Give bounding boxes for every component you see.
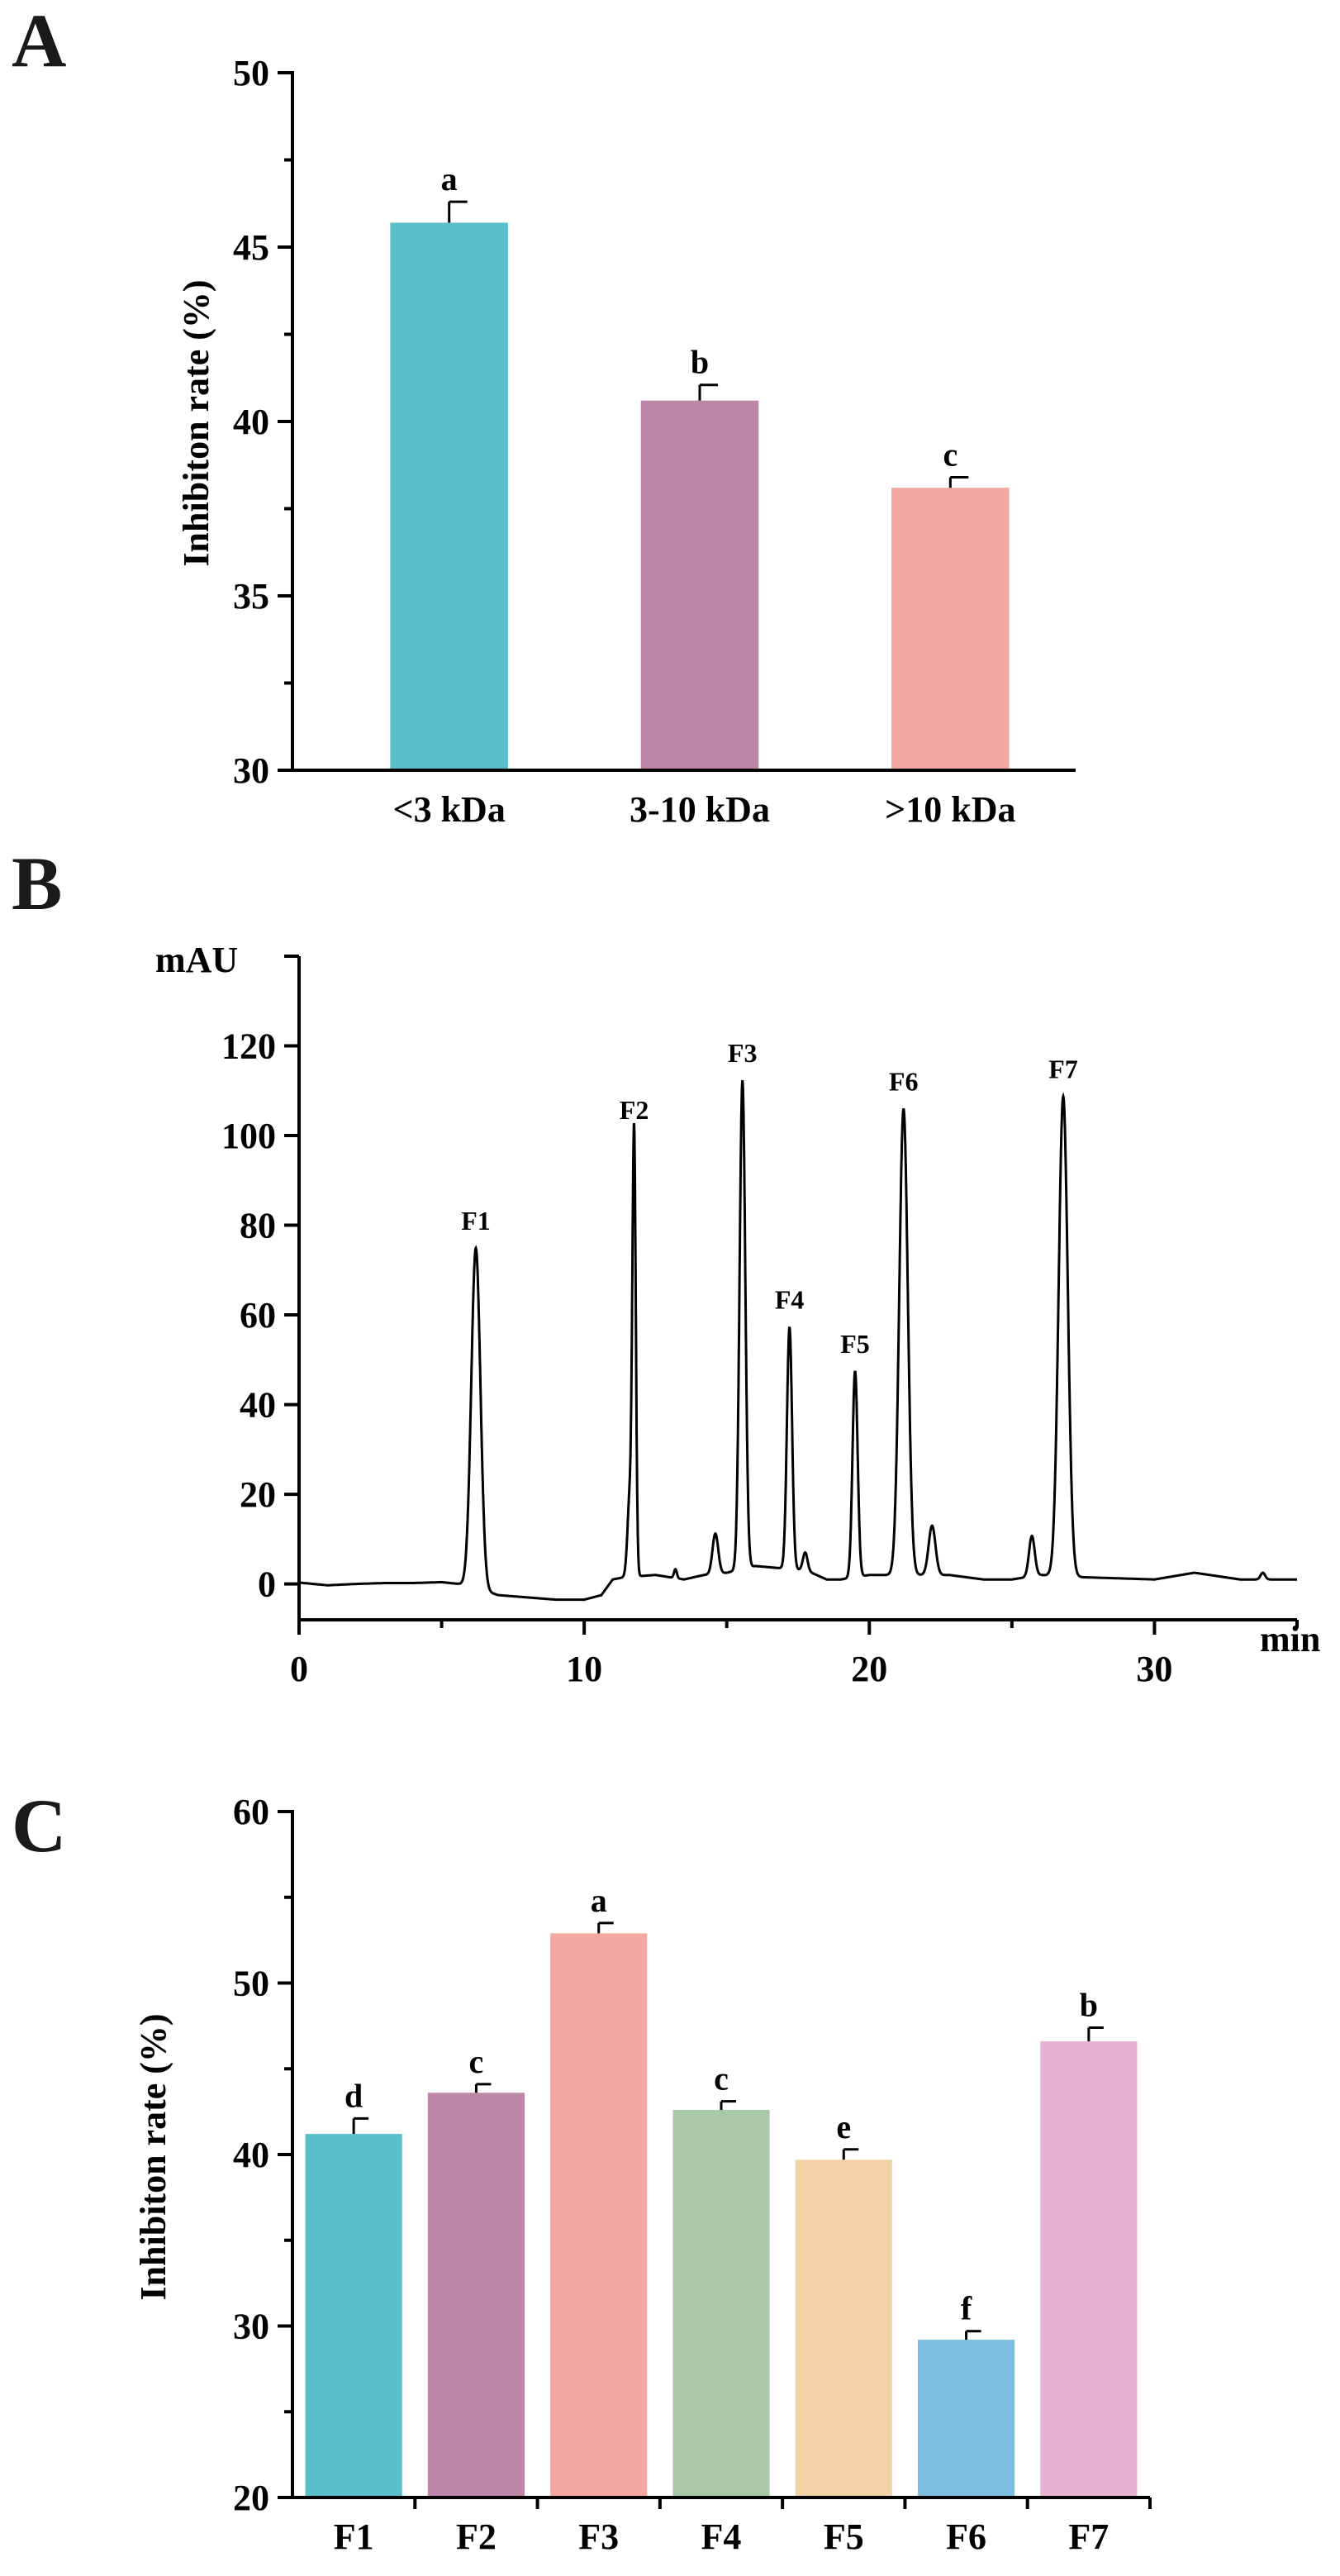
panel-c-significance-1: d bbox=[345, 2077, 363, 2114]
panel-c-y-tick-label-2: 40 bbox=[233, 2135, 269, 2175]
panel-c-x-tick-label-6: F6 bbox=[946, 2516, 986, 2557]
panel-b-y-tick-label-4: 80 bbox=[240, 1206, 276, 1246]
panel-c-x-tick-label-7: F7 bbox=[1068, 2516, 1109, 2557]
panel-c-significance-5: e bbox=[836, 2108, 851, 2145]
panel-a-x-tick-label-3: >10 kDa bbox=[885, 789, 1015, 830]
panel-b-x-unit: min bbox=[1260, 1619, 1320, 1659]
chromatogram-trace bbox=[299, 1080, 1297, 1602]
panel-a-significance-2: b bbox=[691, 344, 709, 381]
peak-label-f2: F2 bbox=[620, 1095, 649, 1125]
panel-c-significance-2: c bbox=[469, 2043, 484, 2080]
panel-b-peak-labels: F1 F2 F3 F4 F5 F6 F7 bbox=[461, 1038, 1078, 1359]
panel-c-y-axis-title: Inhibiton rate (%) bbox=[133, 2013, 173, 2300]
panel-b-y-unit: mAU bbox=[155, 940, 238, 980]
panel-c-bar-1 bbox=[305, 2134, 402, 2497]
panel-c-bar-6 bbox=[917, 2340, 1015, 2497]
panel-c-significance-4: c bbox=[714, 2060, 729, 2097]
panel-c-significance-3: a bbox=[591, 1882, 607, 1919]
panel-a-y-tick-label-1: 35 bbox=[233, 576, 269, 617]
panel-a-letter: A bbox=[12, 0, 66, 83]
panel-c-letter: C bbox=[12, 1783, 66, 1868]
panel-c-significance-6: f bbox=[961, 2290, 972, 2327]
panel-c-bar-2 bbox=[427, 2093, 525, 2497]
panel-c-bars: d c a c e f b bbox=[305, 1882, 1138, 2497]
panel-c-bar-5 bbox=[795, 2159, 892, 2497]
panel-a-y-tick-label-0: 30 bbox=[233, 750, 269, 791]
panel-c-bar-4 bbox=[672, 2110, 770, 2497]
panel-b-x-tick-label-3: 30 bbox=[1136, 1649, 1172, 1689]
panel-a-x-tick-label-2: 3-10 kDa bbox=[630, 789, 770, 830]
panel-c-significance-7: b bbox=[1080, 1986, 1098, 2023]
panel-a-bar-2 bbox=[640, 400, 759, 770]
panel-c-bar-7 bbox=[1040, 2041, 1138, 2497]
panel-a: A a b c <3 kDa 3-10 kDa >10 kDa 30 35 40 45 50 In… bbox=[12, 0, 1076, 830]
panel-b-y-tick-label-1: 20 bbox=[240, 1474, 276, 1515]
peak-label-f3: F3 bbox=[728, 1038, 758, 1068]
panel-b-y-tick-label-0: 0 bbox=[258, 1564, 276, 1605]
panel-c-y-tick-label-4: 60 bbox=[233, 1792, 269, 1832]
panel-a-y-tick-label-4: 50 bbox=[233, 53, 269, 93]
panel-a-bar-3 bbox=[891, 488, 1010, 770]
panel-b-x-tick-label-1: 10 bbox=[566, 1649, 602, 1689]
panel-c-x-tick-label-3: F3 bbox=[578, 2516, 619, 2557]
peak-label-f7: F7 bbox=[1048, 1055, 1078, 1084]
panel-c-axes: F1 F2 F3 F4 F5 F6 F7 20 30 40 50 60 bbox=[233, 1792, 1152, 2557]
panel-c: C d c a c e f b F1 F2 F3 F4 F5 F6 F7 20 30 40 50 60 Inhib… bbox=[12, 1783, 1152, 2557]
peak-label-f1: F1 bbox=[461, 1206, 491, 1236]
panel-c-x-tick-label-5: F5 bbox=[824, 2516, 864, 2557]
panel-a-y-tick-label-2: 40 bbox=[233, 402, 269, 442]
panel-b-axes: 0 20 40 60 80 100 120 0 10 20 30 bbox=[221, 955, 1299, 1689]
panel-c-bar-3 bbox=[550, 1933, 648, 2497]
panel-b-x-tick-label-0: 0 bbox=[290, 1649, 308, 1689]
peak-label-f6: F6 bbox=[889, 1066, 919, 1096]
panel-a-x-tick-label-1: <3 kDa bbox=[393, 789, 506, 830]
panel-b-y-tick-label-5: 100 bbox=[221, 1116, 276, 1156]
panel-c-x-tick-label-1: F1 bbox=[334, 2516, 374, 2557]
peak-label-f5: F5 bbox=[840, 1329, 870, 1359]
panel-c-y-tick-label-3: 50 bbox=[233, 1964, 269, 2004]
peak-label-f4: F4 bbox=[775, 1285, 805, 1315]
panel-b-y-tick-label-6: 120 bbox=[221, 1026, 276, 1067]
panel-a-y-tick-label-3: 45 bbox=[233, 227, 269, 268]
panel-a-axes: <3 kDa 3-10 kDa >10 kDa 30 35 40 45 50 bbox=[233, 53, 1076, 830]
panel-a-bar-1 bbox=[390, 222, 508, 771]
panel-c-x-tick-label-4: F4 bbox=[701, 2516, 742, 2557]
panel-b-letter: B bbox=[12, 841, 62, 926]
panel-a-significance-3: c bbox=[943, 436, 957, 474]
panel-a-significance-1: a bbox=[441, 160, 458, 198]
panel-c-y-tick-label-0: 20 bbox=[233, 2478, 269, 2518]
panel-b-y-tick-label-3: 60 bbox=[240, 1295, 276, 1336]
panel-a-y-axis-title: Inhibiton rate (%) bbox=[176, 279, 216, 566]
panel-a-bars: a b c bbox=[390, 160, 1010, 771]
panel-c-y-tick-label-1: 30 bbox=[233, 2307, 269, 2347]
panel-b-x-tick-label-2: 20 bbox=[851, 1649, 887, 1689]
panel-c-x-tick-label-2: F2 bbox=[456, 2516, 497, 2557]
panel-b-y-tick-label-2: 40 bbox=[240, 1385, 276, 1426]
